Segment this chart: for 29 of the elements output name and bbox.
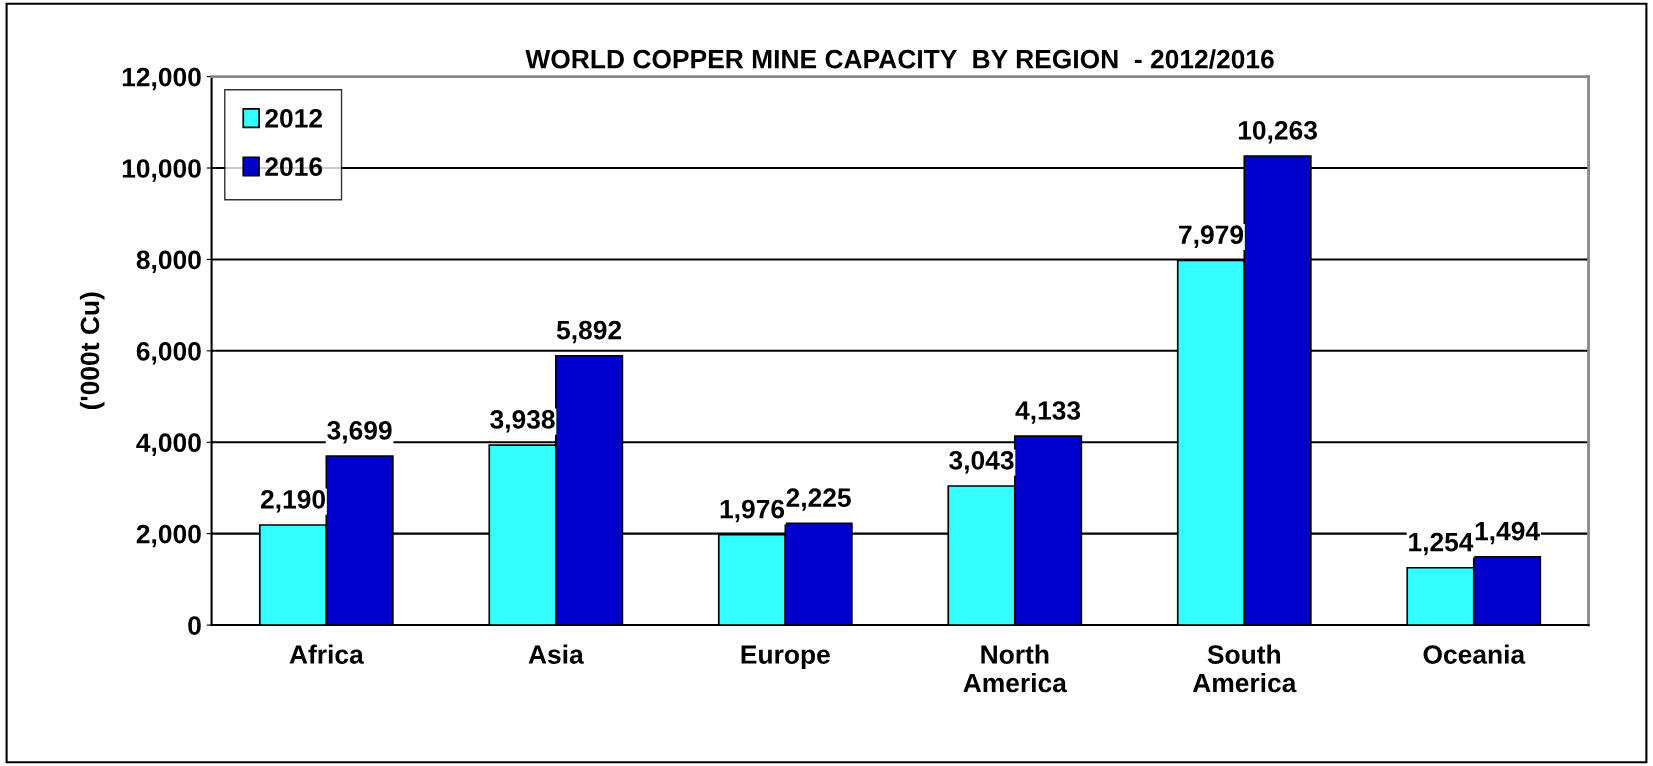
y-axis-title: ('000t Cu) [79,292,105,410]
y-tick-label: 6,000 [136,341,201,365]
data-label: 3,938 [490,410,555,433]
y-tick-label: 8,000 [136,250,201,274]
data-label: 2,225 [786,488,851,511]
x-tick-label: Oceania [1423,644,1526,664]
y-tick-label: 0 [188,616,201,635]
data-label: 2,190 [260,489,325,513]
data-label: 1,254 [1409,532,1474,556]
data-label: 3,043 [949,450,1014,474]
x-tick-label: North America [963,644,1068,693]
legend-label: 2016 [265,157,323,176]
data-label: 4,133 [1015,401,1081,424]
legend-label: 2012 [265,108,323,128]
x-tick-label: Asia [528,644,584,664]
x-tick-label: South America [1192,644,1297,693]
data-label: 5,892 [556,320,622,344]
data-label: 1,976 [720,499,785,523]
x-tick-label: Africa [289,644,364,664]
x-tick-label: Europe [741,645,830,670]
chart-title: WORLD COPPER MINE CAPACITY BY REGION - 2012/2016 [525,49,1274,69]
data-label: 7,979 [1179,225,1244,248]
y-tick-label: 4,000 [136,433,201,456]
y-tick-label: 12,000 [122,67,201,91]
y-tick-label: 10,000 [122,159,201,182]
data-label: 10,263 [1238,120,1317,144]
data-label: 1,494 [1475,521,1540,545]
y-tick-label: 2,000 [136,524,201,548]
data-label: 3,699 [327,420,392,444]
